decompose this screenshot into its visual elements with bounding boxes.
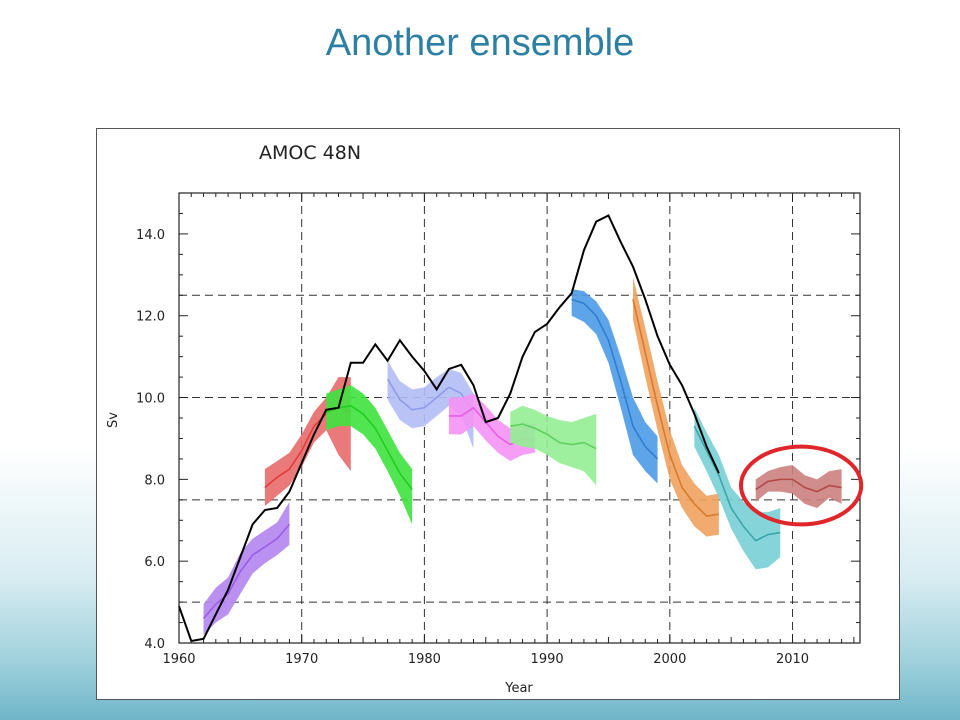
ensemble-band: [694, 407, 781, 570]
chart-frame: AMOC 48N 1960 1970 1980 1990 2000 2010 4.0 6.0 8…: [96, 128, 900, 700]
x-tick-label: 1990: [531, 652, 564, 667]
ensemble-band: [755, 465, 842, 508]
x-axis-label: Year: [504, 681, 533, 696]
ensemble-mean-line: [571, 298, 659, 460]
ensemble-band: [571, 289, 658, 484]
axes-layer: 1960 1970 1980 1990 2000 2010 4.0 6.0 8.0 10.0 12.…: [136, 192, 861, 667]
y-tick-label: 6.0: [144, 555, 165, 570]
ensemble-band: [510, 405, 597, 486]
ensemble-mean-line: [386, 378, 475, 415]
ensemble-mean-line: [693, 425, 781, 542]
ensemble-band: [326, 385, 413, 525]
y-tick-label: 4.0: [144, 637, 165, 652]
observed-layer: [178, 214, 720, 643]
y-tick-label: 14.0: [136, 228, 165, 243]
ensemble-band: [633, 276, 719, 537]
observed-line: [178, 214, 720, 643]
y-tick-label: 10.0: [136, 392, 165, 407]
x-tick-label: 2000: [653, 652, 686, 667]
slide-title: Another ensemble: [325, 22, 635, 64]
annotation-layer: [738, 444, 864, 527]
x-tick-label: 2010: [776, 652, 809, 667]
amoc-chart: AMOC 48N 1960 1970 1980 1990 2000 2010 4.0 6.0 8…: [106, 142, 864, 696]
ensemble-mean-line: [632, 299, 720, 518]
ensemble-mean-line: [510, 423, 597, 450]
chart-title: AMOC 48N: [259, 142, 361, 164]
highlight-circle: [738, 444, 864, 527]
ensemble-band: [387, 360, 474, 449]
y-tick-label: 12.0: [136, 310, 165, 325]
ensemble-bands: [202, 276, 842, 635]
ensemble-band: [203, 501, 290, 635]
y-tick-label: 8.0: [144, 473, 165, 488]
ensemble-mean-line: [755, 478, 842, 493]
x-tick-label: 1960: [162, 652, 195, 667]
ensemble-mean-line: [325, 404, 413, 491]
ensemble-mean-line: [202, 523, 291, 619]
y-axis-label: Sv: [106, 412, 121, 428]
x-tick-label: 1970: [285, 652, 318, 667]
x-tick-label: 1980: [408, 652, 441, 667]
